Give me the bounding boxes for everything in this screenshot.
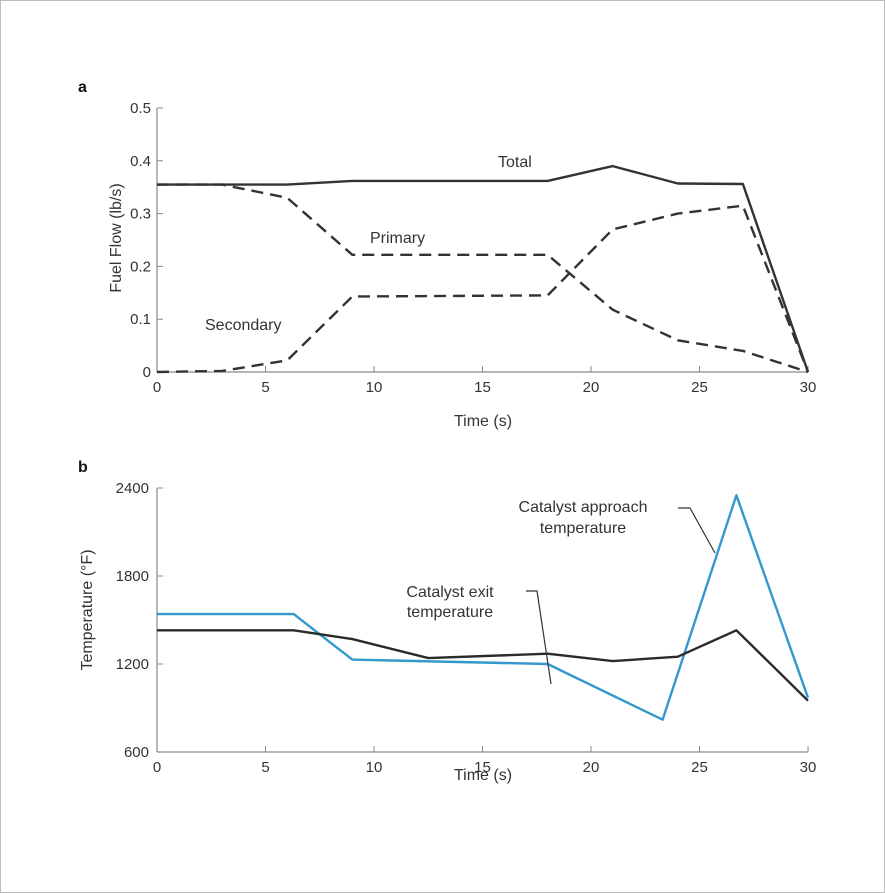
panel-a-x-tick-label: 20 bbox=[583, 379, 600, 396]
panel-b-x-tick-label: 15 bbox=[474, 759, 491, 776]
panel-a-y-tick-label: 0.2 bbox=[130, 258, 151, 275]
panel-b-series-line-catalyst-exit-temperature bbox=[157, 629, 809, 702]
series-label-secondary: Secondary bbox=[205, 317, 282, 334]
panel-a-x-tick-label: 15 bbox=[474, 379, 491, 396]
panel-b-y-tick-label: 1200 bbox=[116, 656, 149, 673]
panel-a-series-line-primary bbox=[157, 183, 809, 374]
panel-b-y-tick-label: 2400 bbox=[116, 480, 149, 497]
panel-a-x-tick-label: 5 bbox=[261, 379, 269, 396]
panel-a-axes: 0 5 10 15 20 25 30 0 0.1 0.2 0.3 0.4 0.5 bbox=[130, 100, 816, 396]
panel-b-axes: 0 5 10 15 20 25 30 600 1200 1800 2400 bbox=[116, 480, 817, 776]
panel-a-series bbox=[156, 164, 810, 374]
panel-a-series-line-total bbox=[157, 164, 810, 373]
annotation-catalyst-exit-leader bbox=[526, 590, 552, 685]
panel-b-label: b bbox=[78, 459, 88, 476]
panel-a-series-line-secondary bbox=[156, 204, 810, 374]
series-label-total: Total bbox=[498, 154, 532, 171]
panel-a-x-axis-label: Time (s) bbox=[454, 413, 512, 430]
panel-a-x-tick-label: 30 bbox=[800, 379, 817, 396]
panel-a-y-tick-label: 0.4 bbox=[130, 153, 151, 170]
panel-b-x-tick-label: 0 bbox=[153, 759, 161, 776]
panel-b-x-tick-label: 25 bbox=[691, 759, 708, 776]
panel-b-y-tick-label: 1800 bbox=[116, 568, 149, 585]
panel-b-x-tick-label: 5 bbox=[261, 759, 269, 776]
panel-a-y-tick-label: 0 bbox=[143, 364, 151, 381]
panel-a-y-tick-label: 0.3 bbox=[130, 206, 151, 223]
panel-b-y-tick-label: 600 bbox=[124, 744, 149, 761]
panel-a-y-tick-label: 0.1 bbox=[130, 311, 151, 328]
panel-b-x-axis-label: Time (s) bbox=[454, 767, 512, 784]
panel-a-x-tick-label: 25 bbox=[691, 379, 708, 396]
annotation-catalyst-exit-line1: Catalyst exit bbox=[406, 584, 494, 601]
panel-b-y-axis-label: Temperature (°F) bbox=[79, 549, 96, 670]
panel-b-x-tick-label: 20 bbox=[583, 759, 600, 776]
panel-a-label: a bbox=[78, 79, 87, 96]
panel-a-x-tick-label: 0 bbox=[153, 379, 161, 396]
panel-b-x-tick-label: 30 bbox=[800, 759, 817, 776]
panel-a-x-tick-label: 10 bbox=[366, 379, 383, 396]
annotation-catalyst-approach-line2: temperature bbox=[540, 520, 626, 537]
series-label-primary: Primary bbox=[370, 230, 425, 247]
panel-b-temperature-chart: b 0 5 10 15 20 25 30 600 1200 1800 2400 Time (s) T… bbox=[78, 459, 816, 784]
annotation-catalyst-approach-leader bbox=[678, 507, 716, 554]
panel-a-y-tick-label: 0.5 bbox=[130, 100, 151, 117]
annotation-catalyst-exit-line2: temperature bbox=[407, 604, 493, 621]
annotation-catalyst-approach-line1: Catalyst approach bbox=[519, 499, 648, 516]
panel-a-y-axis-label: Fuel Flow (lb/s) bbox=[108, 183, 125, 292]
panel-b-x-tick-label: 10 bbox=[366, 759, 383, 776]
